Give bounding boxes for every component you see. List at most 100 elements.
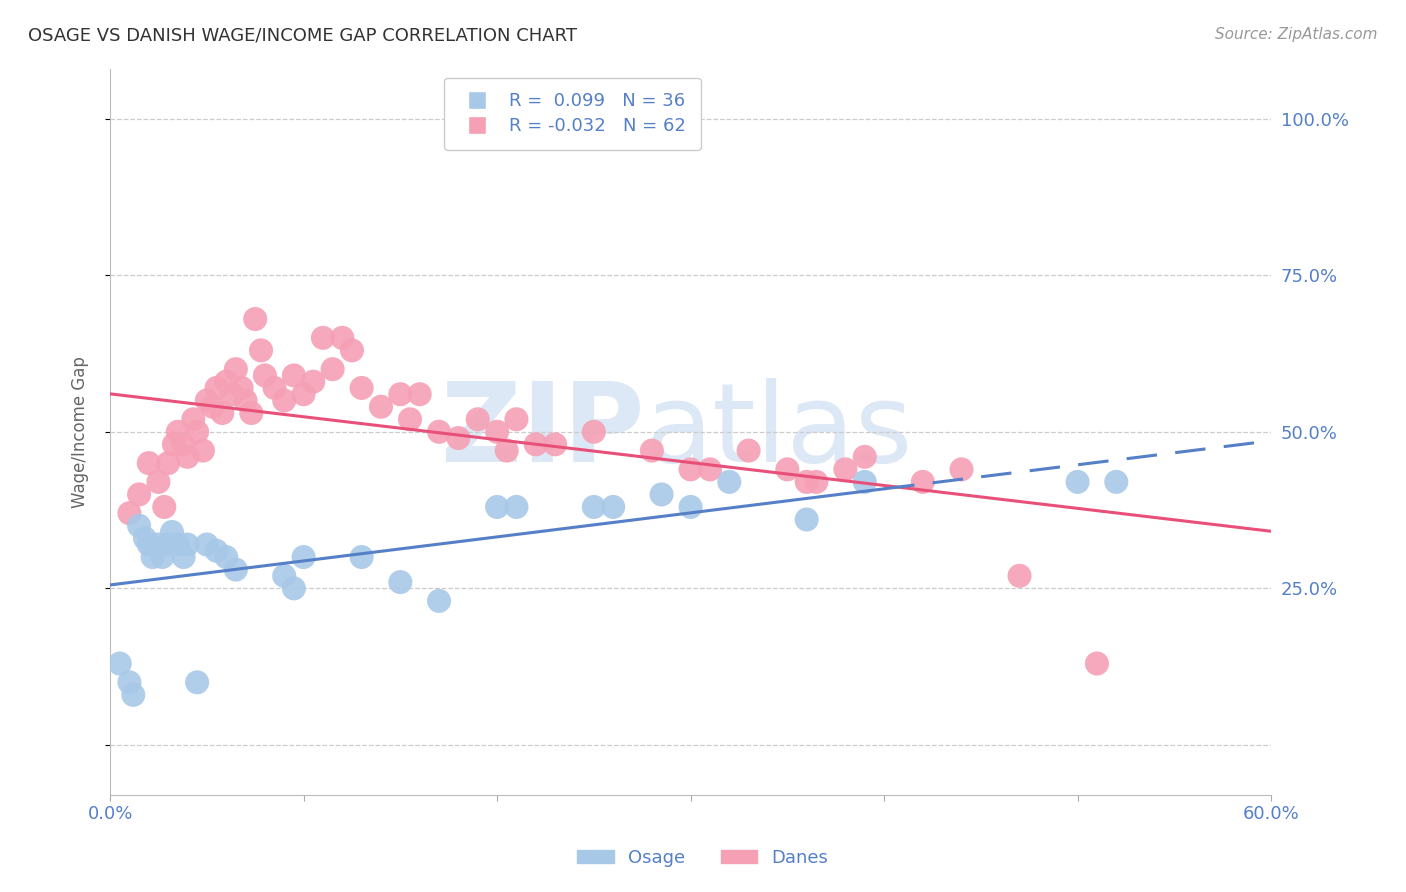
Point bbox=[796, 512, 818, 526]
Point bbox=[853, 450, 876, 464]
Point bbox=[486, 500, 509, 514]
Text: OSAGE VS DANISH WAGE/INCOME GAP CORRELATION CHART: OSAGE VS DANISH WAGE/INCOME GAP CORRELAT… bbox=[28, 27, 576, 45]
Point bbox=[350, 381, 373, 395]
Point bbox=[312, 331, 335, 345]
Point bbox=[186, 425, 208, 439]
Point bbox=[153, 500, 176, 514]
Point bbox=[195, 537, 218, 551]
Point bbox=[1085, 657, 1108, 671]
Point bbox=[273, 569, 295, 583]
Legend: Osage, Danes: Osage, Danes bbox=[571, 842, 835, 874]
Point bbox=[231, 381, 253, 395]
Point bbox=[651, 487, 673, 501]
Point bbox=[350, 550, 373, 565]
Point bbox=[505, 412, 527, 426]
Point bbox=[201, 400, 224, 414]
Point bbox=[582, 425, 605, 439]
Point bbox=[215, 375, 238, 389]
Point bbox=[142, 550, 165, 565]
Legend: R =  0.099   N = 36, R = -0.032   N = 62: R = 0.099 N = 36, R = -0.032 N = 62 bbox=[444, 78, 700, 150]
Point bbox=[582, 500, 605, 514]
Point bbox=[524, 437, 547, 451]
Point bbox=[718, 475, 741, 489]
Y-axis label: Wage/Income Gap: Wage/Income Gap bbox=[72, 356, 89, 508]
Point bbox=[679, 462, 702, 476]
Point bbox=[253, 368, 276, 383]
Point bbox=[302, 375, 325, 389]
Point bbox=[148, 475, 170, 489]
Point bbox=[427, 425, 450, 439]
Point bbox=[225, 362, 247, 376]
Point bbox=[150, 550, 173, 565]
Point bbox=[235, 393, 257, 408]
Point bbox=[157, 456, 180, 470]
Text: ZIP: ZIP bbox=[440, 378, 644, 485]
Point bbox=[806, 475, 828, 489]
Point bbox=[173, 437, 195, 451]
Point bbox=[330, 331, 353, 345]
Point bbox=[250, 343, 273, 358]
Point bbox=[263, 381, 285, 395]
Point bbox=[544, 437, 567, 451]
Point bbox=[389, 387, 412, 401]
Point bbox=[166, 425, 188, 439]
Point bbox=[796, 475, 818, 489]
Point bbox=[191, 443, 214, 458]
Point bbox=[495, 443, 517, 458]
Point bbox=[157, 537, 180, 551]
Point bbox=[186, 675, 208, 690]
Point bbox=[467, 412, 489, 426]
Point bbox=[176, 450, 198, 464]
Point bbox=[173, 550, 195, 565]
Point bbox=[505, 500, 527, 514]
Point bbox=[205, 381, 228, 395]
Point bbox=[1066, 475, 1088, 489]
Point bbox=[1105, 475, 1128, 489]
Point bbox=[950, 462, 973, 476]
Point bbox=[118, 675, 141, 690]
Point bbox=[148, 537, 170, 551]
Point bbox=[486, 425, 509, 439]
Point bbox=[283, 582, 305, 596]
Point bbox=[134, 531, 156, 545]
Point bbox=[176, 537, 198, 551]
Point bbox=[245, 312, 267, 326]
Point bbox=[389, 575, 412, 590]
Point bbox=[160, 524, 183, 539]
Point bbox=[427, 594, 450, 608]
Point bbox=[273, 393, 295, 408]
Point bbox=[679, 500, 702, 514]
Point bbox=[122, 688, 145, 702]
Point bbox=[240, 406, 263, 420]
Point bbox=[834, 462, 856, 476]
Point bbox=[195, 393, 218, 408]
Point bbox=[118, 506, 141, 520]
Point bbox=[292, 387, 315, 401]
Point bbox=[776, 462, 799, 476]
Point bbox=[399, 412, 422, 426]
Point bbox=[215, 550, 238, 565]
Point bbox=[1008, 569, 1031, 583]
Point bbox=[602, 500, 624, 514]
Point bbox=[853, 475, 876, 489]
Text: Source: ZipAtlas.com: Source: ZipAtlas.com bbox=[1215, 27, 1378, 42]
Point bbox=[138, 537, 160, 551]
Point bbox=[128, 487, 150, 501]
Point bbox=[699, 462, 721, 476]
Point bbox=[211, 406, 233, 420]
Point bbox=[322, 362, 344, 376]
Point bbox=[340, 343, 363, 358]
Point bbox=[221, 387, 243, 401]
Point bbox=[737, 443, 759, 458]
Point bbox=[205, 543, 228, 558]
Point bbox=[370, 400, 392, 414]
Point bbox=[138, 456, 160, 470]
Point bbox=[128, 518, 150, 533]
Point bbox=[163, 437, 186, 451]
Point bbox=[408, 387, 430, 401]
Point bbox=[447, 431, 470, 445]
Point bbox=[108, 657, 131, 671]
Point bbox=[225, 563, 247, 577]
Point bbox=[181, 412, 204, 426]
Point bbox=[166, 537, 188, 551]
